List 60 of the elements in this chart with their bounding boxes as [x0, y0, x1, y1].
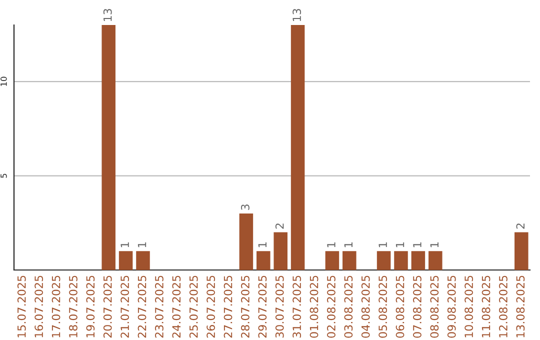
- bar: [102, 25, 116, 270]
- data-label: 3: [241, 204, 250, 210]
- data-label: 1: [430, 242, 438, 248]
- x-tick-label: 10.08.2025: [464, 276, 474, 338]
- data-label: 1: [120, 242, 129, 248]
- bar: [411, 251, 426, 270]
- x-tick-label: 05.08.2025: [378, 276, 388, 338]
- x-tick-label: 30.07.2025: [275, 276, 284, 338]
- data-label: 1: [138, 242, 146, 248]
- x-tick-label: 07.08.2025: [413, 276, 422, 338]
- x-tick-label: 11.08.2025: [482, 276, 490, 338]
- x-tick-label: 23.07.2025: [155, 276, 164, 338]
- x-tick-label: 02.08.2025: [327, 276, 336, 338]
- x-tick-label: 01.08.2025: [310, 276, 318, 338]
- x-tick-label: 09.08.2025: [447, 276, 456, 338]
- x-tick-label: 26.07.2025: [206, 276, 216, 338]
- bar: [394, 251, 408, 270]
- data-label: 13: [103, 8, 112, 21]
- x-tick-label: 18.07.2025: [69, 276, 78, 338]
- x-tick-label: 19.07.2025: [86, 276, 95, 338]
- bar: [136, 251, 150, 270]
- x-tick-label: 08.08.2025: [430, 276, 439, 338]
- bar: [118, 251, 133, 270]
- x-tick-label: 15.07.2025: [17, 276, 26, 338]
- y-tick-label: 10: [0, 76, 7, 86]
- x-tick-label: 22.07.2025: [138, 276, 146, 338]
- data-label: 13: [292, 8, 302, 21]
- bar: [256, 251, 270, 270]
- x-tick-label: 24.07.2025: [172, 276, 181, 338]
- x-tick-label: 12.08.2025: [499, 276, 508, 338]
- x-tick-label: 03.08.2025: [344, 276, 353, 338]
- data-label: 1: [327, 242, 336, 248]
- bar: [325, 251, 340, 270]
- x-tick-label: 20.07.2025: [103, 276, 112, 338]
- bar: [274, 232, 288, 270]
- x-tick-label: 29.07.2025: [258, 276, 267, 338]
- data-label: 1: [344, 242, 352, 248]
- x-tick-label: 13.08.2025: [516, 276, 525, 338]
- bar: [428, 251, 442, 270]
- data-label: 1: [378, 242, 387, 248]
- bar: [514, 232, 528, 270]
- x-tick-label: 31.07.2025: [292, 276, 302, 338]
- data-label: 1: [396, 242, 404, 248]
- y-tick-label: 5: [0, 174, 7, 178]
- x-tick-label: 28.07.2025: [241, 276, 250, 338]
- data-label: 1: [258, 242, 266, 248]
- x-tick-label: 16.07.2025: [34, 276, 44, 338]
- data-label: 2: [516, 224, 524, 229]
- x-tick-label: 04.08.2025: [361, 276, 370, 338]
- bar: [376, 251, 391, 270]
- bar: [342, 251, 356, 270]
- bar: [290, 25, 305, 270]
- x-tick-label: 21.07.2025: [120, 276, 130, 338]
- data-label: 1: [413, 242, 422, 248]
- x-tick-label: 17.07.2025: [52, 276, 60, 338]
- data-label: 2: [275, 224, 284, 229]
- bar: [239, 213, 254, 270]
- x-tick-label: 06.08.2025: [396, 276, 404, 338]
- x-tick-label: 25.07.2025: [189, 276, 198, 338]
- x-tick-label: 27.07.2025: [224, 276, 232, 338]
